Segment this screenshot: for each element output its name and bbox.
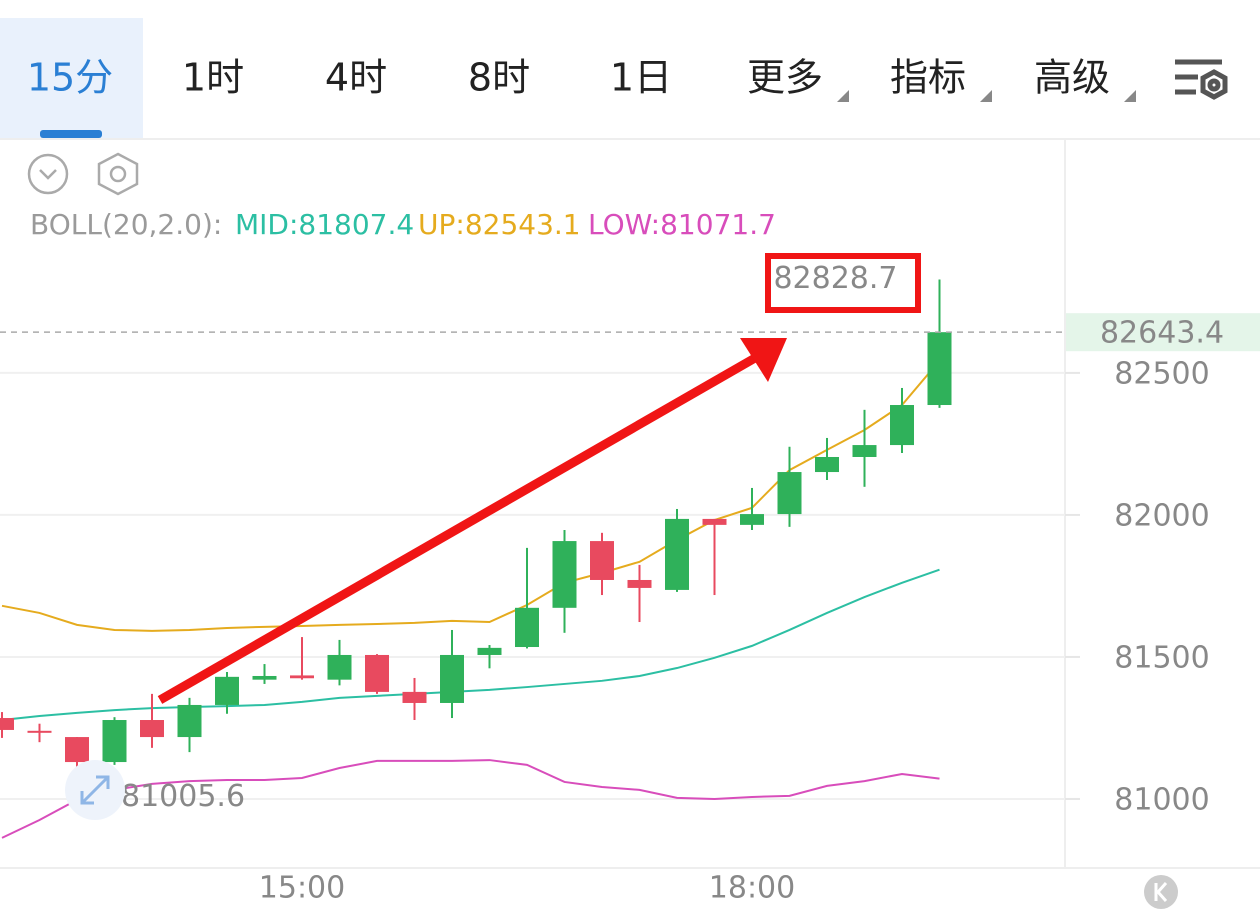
highlight-box (765, 253, 921, 313)
candle-body (65, 737, 89, 763)
legend-entry: MID:81807.4 (235, 208, 414, 241)
last-price-label: 82643.4 (1100, 316, 1224, 351)
tab[interactable]: 高级 (1034, 56, 1110, 100)
trend-arrow-head (740, 338, 787, 382)
tab[interactable]: 1时 (182, 56, 244, 100)
candle-body (27, 730, 52, 733)
reset-icon[interactable] (1144, 875, 1178, 909)
dropdown-caret (980, 90, 992, 102)
candle-body (590, 541, 614, 580)
y-tick-label: 82500 (1114, 356, 1209, 391)
indicator-line (1, 568, 940, 722)
tab[interactable]: 8时 (468, 56, 530, 100)
tab[interactable]: 1日 (610, 56, 672, 100)
candle-body (927, 332, 952, 406)
candle-body (402, 691, 427, 703)
settings-icon[interactable] (1175, 59, 1228, 100)
candle-body (890, 405, 914, 446)
indicator-line (1, 759, 940, 839)
indicator-label: BOLL(20,2.0): (30, 208, 222, 241)
tab-bar: 15分 1时 4时 8时 1日 更多 指标 高级 (27, 56, 1136, 102)
candle-body (777, 472, 802, 515)
candle-body (215, 676, 239, 705)
candle-body (290, 675, 314, 679)
dropdown-caret (837, 90, 849, 102)
tab[interactable]: 15分 (27, 56, 113, 100)
y-tick-label: 81000 (1114, 782, 1209, 817)
y-tick-label: 82000 (1114, 498, 1209, 533)
min-price-label: 81005.6 (121, 779, 245, 814)
indicator-settings-icon[interactable] (97, 152, 139, 196)
tab[interactable]: 指标 (890, 56, 966, 100)
legend-entry: UP:82543.1 (418, 208, 581, 241)
candle-body (177, 704, 202, 738)
candle-body (0, 718, 14, 730)
candle-body (102, 720, 127, 763)
expand-icon[interactable] (65, 760, 125, 820)
y-tick-label: 81500 (1114, 640, 1209, 675)
legend-entry: LOW:81071.7 (588, 208, 776, 241)
candle-body (815, 456, 839, 473)
last-price-box (1066, 313, 1260, 352)
collapse-icon[interactable] (27, 153, 69, 195)
tab[interactable]: 更多 (747, 56, 823, 100)
candle-body (252, 675, 277, 680)
candle-body (477, 647, 502, 655)
trend-arrow (157, 354, 758, 704)
candle-body (852, 445, 877, 457)
active-tab-indicator (40, 130, 102, 138)
candle-body (365, 654, 389, 692)
tab[interactable]: 4时 (325, 56, 387, 100)
max-price-label: 82828.7 (773, 261, 897, 296)
candle-body (702, 518, 727, 525)
candle-body (440, 654, 464, 703)
candle-body (552, 541, 577, 608)
candle-body (515, 607, 539, 648)
plot-area: BOLL(20,2.0): MID:81807.4 UP:82543.1 LOW:81… (0, 208, 1260, 906)
candle-body (665, 518, 689, 590)
candle-body (627, 579, 652, 588)
x-tick-label: 18:00 (709, 871, 795, 906)
candle-body (140, 720, 164, 738)
candle-body (740, 514, 764, 525)
x-tick-label: 15:00 (259, 871, 345, 906)
active-tab-bg (0, 18, 143, 138)
candle-body (327, 654, 352, 680)
dropdown-caret (1124, 90, 1136, 102)
